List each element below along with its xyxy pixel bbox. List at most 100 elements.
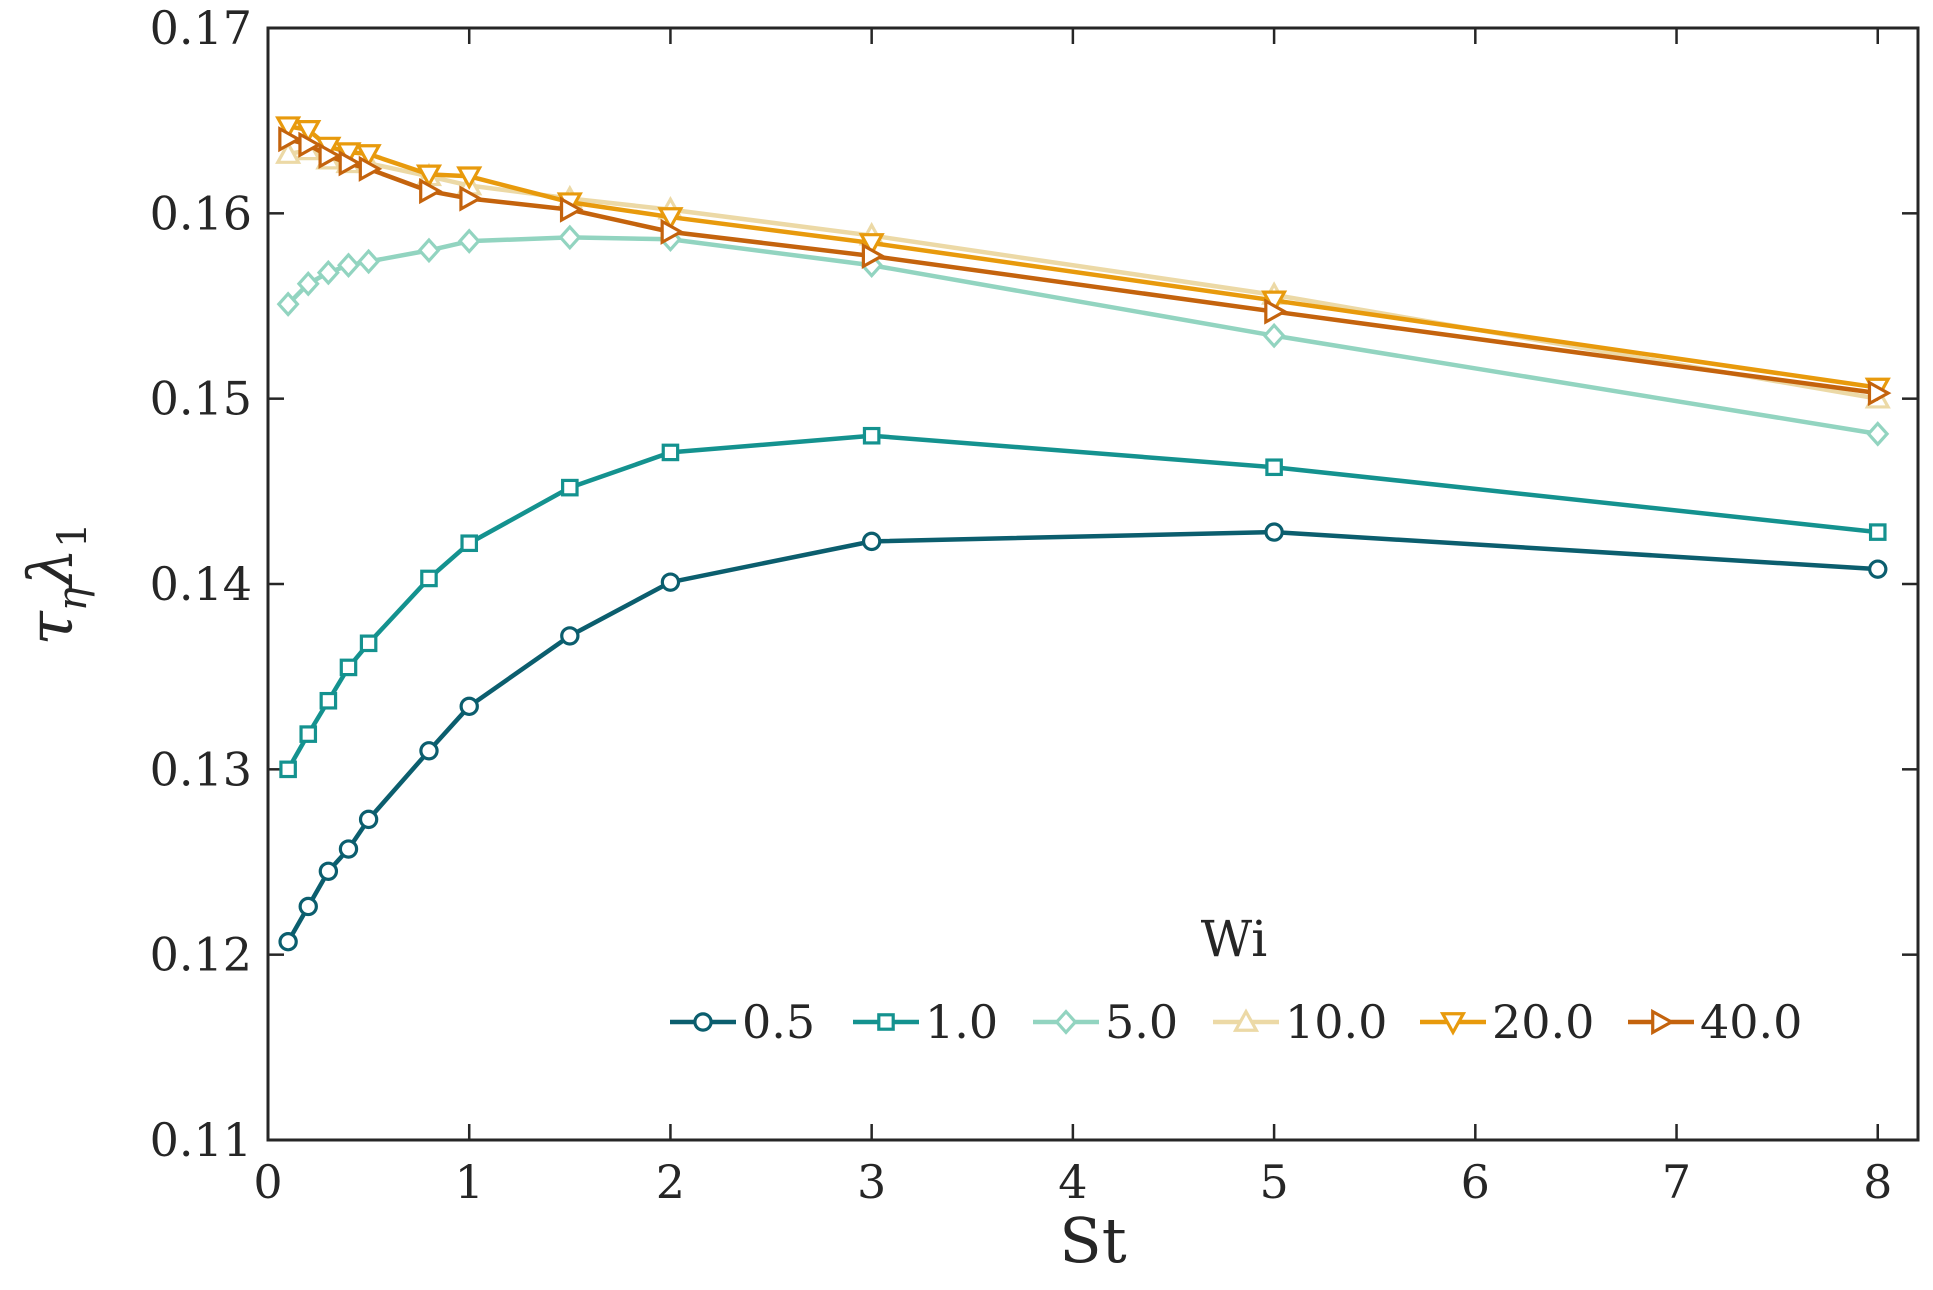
data-point-circle [1264, 522, 1284, 542]
data-point-circle [338, 839, 359, 859]
data-point-circle [660, 572, 681, 592]
legend-label: 1.0 [925, 995, 998, 1049]
data-point-square [420, 569, 438, 588]
data-point-circle [419, 741, 439, 761]
data-point-triangle-down [657, 207, 684, 231]
data-point-triangle-right [338, 150, 363, 177]
legend-item-0.5: 0.5 [670, 995, 815, 1049]
data-point-square [561, 478, 579, 497]
data-point-triangle-right [660, 218, 685, 245]
data-point-square [359, 634, 378, 653]
data-point-triangle-down [355, 144, 382, 168]
data-point-circle [459, 696, 479, 717]
y-axis-label-tau: τ [14, 610, 87, 646]
x-tick-label: 2 [656, 1155, 685, 1209]
series-40.0 [278, 126, 1892, 407]
legend-label: 20.0 [1492, 995, 1594, 1049]
data-point-triangle-right [419, 178, 443, 205]
y-axis-label-one: 1 [50, 522, 96, 547]
data-point-square [661, 443, 680, 462]
y-tick-label: 0.16 [150, 186, 252, 240]
x-tick-label: 1 [455, 1155, 484, 1209]
data-point-square [319, 691, 338, 710]
data-point-diamond [1054, 1009, 1078, 1035]
legend-item-40.0: 40.0 [1628, 995, 1802, 1049]
legend-items: 0.5 1.0 5.0 10.0 20.0 40.0 [670, 995, 1802, 1049]
data-point-diamond [1262, 322, 1286, 349]
legend-label: 40.0 [1700, 995, 1802, 1049]
data-point-triangle-right [459, 185, 483, 212]
x-tick-label: 6 [1461, 1155, 1490, 1209]
data-point-triangle-right [559, 196, 584, 223]
data-point-triangle-down [295, 120, 322, 144]
data-point-diamond [417, 237, 441, 264]
tick-labels: 0 1 2 3 4 5 6 7 8 0.11 0.12 0.13 0.14 0.15 0.16 0.17 [150, 1, 1893, 1209]
data-point-triangle-down [275, 116, 302, 140]
y-axis-label-eta: η [50, 587, 96, 611]
legend-item-10.0: 10.0 [1213, 995, 1387, 1049]
data-point-diamond [296, 271, 320, 297]
axes-frame [266, 26, 1920, 1142]
x-tick-label: 7 [1662, 1155, 1691, 1209]
data-point-circle [318, 861, 339, 881]
data-point-triangle-up [275, 140, 302, 164]
data-point-triangle-down [1439, 1012, 1467, 1036]
data-point-circle [298, 896, 318, 917]
data-point-square [299, 725, 318, 743]
series-5.0 [276, 224, 1890, 447]
legend-item-1.0: 1.0 [853, 995, 998, 1049]
data-point-circle [693, 1012, 713, 1032]
data-point-circle [861, 531, 882, 552]
data-point-triangle-right [278, 126, 302, 153]
legend-item-5.0: 5.0 [1033, 995, 1178, 1049]
data-point-diamond [558, 224, 582, 251]
data-point-square [877, 1013, 895, 1031]
data-point-triangle-right [1651, 1008, 1675, 1036]
y-axis-label: τηλ1 [14, 522, 96, 645]
x-axis-label: St [1059, 1204, 1126, 1277]
legend-title: Wi [1201, 910, 1268, 968]
y-tick-label: 0.17 [150, 1, 252, 55]
data-point-triangle-right [1264, 298, 1288, 325]
data-point-diamond [316, 259, 340, 286]
data-point-triangle-down [456, 166, 483, 190]
data-point-triangle-right [358, 155, 383, 182]
data-point-triangle-right [298, 131, 322, 158]
data-point-triangle-down [415, 164, 443, 189]
legend-label: 0.5 [742, 995, 815, 1049]
y-tick-label: 0.15 [150, 372, 252, 426]
series-layer [275, 116, 1892, 952]
data-point-circle [358, 809, 379, 830]
data-point-triangle-up [1232, 1008, 1260, 1032]
data-point-circle [1868, 559, 1888, 579]
data-point-diamond [457, 228, 481, 254]
x-tick-label: 5 [1259, 1155, 1288, 1209]
series-0.5 [278, 522, 1888, 952]
data-point-triangle-right [318, 142, 343, 169]
legend-label: 10.0 [1285, 995, 1387, 1049]
data-point-circle [560, 626, 580, 646]
y-tick-label: 0.13 [150, 742, 252, 796]
data-point-square [862, 426, 881, 445]
data-point-square [279, 760, 297, 779]
data-point-triangle-down [858, 233, 885, 257]
data-point-triangle-right [861, 242, 886, 270]
x-tick-label: 8 [1863, 1155, 1892, 1209]
data-point-diamond [1866, 421, 1890, 447]
data-point-square [460, 534, 479, 553]
y-tick-label: 0.12 [150, 928, 252, 982]
data-point-square [1868, 523, 1887, 541]
x-tick-label: 0 [253, 1155, 282, 1209]
data-point-diamond [337, 252, 360, 278]
data-point-circle [278, 931, 298, 952]
legend: Wi 0.5 1.0 5.0 10.0 20.0 40.0 [670, 910, 1802, 1049]
data-point-square [339, 658, 358, 677]
legend-label: 5.0 [1105, 995, 1178, 1049]
y-tick-label: 0.11 [150, 1113, 252, 1167]
data-point-square [1265, 458, 1283, 477]
y-axis-label-lambda: λ [14, 548, 87, 590]
data-point-diamond [276, 291, 300, 317]
legend-item-20.0: 20.0 [1420, 995, 1594, 1049]
x-tick-label: 4 [1058, 1155, 1087, 1209]
